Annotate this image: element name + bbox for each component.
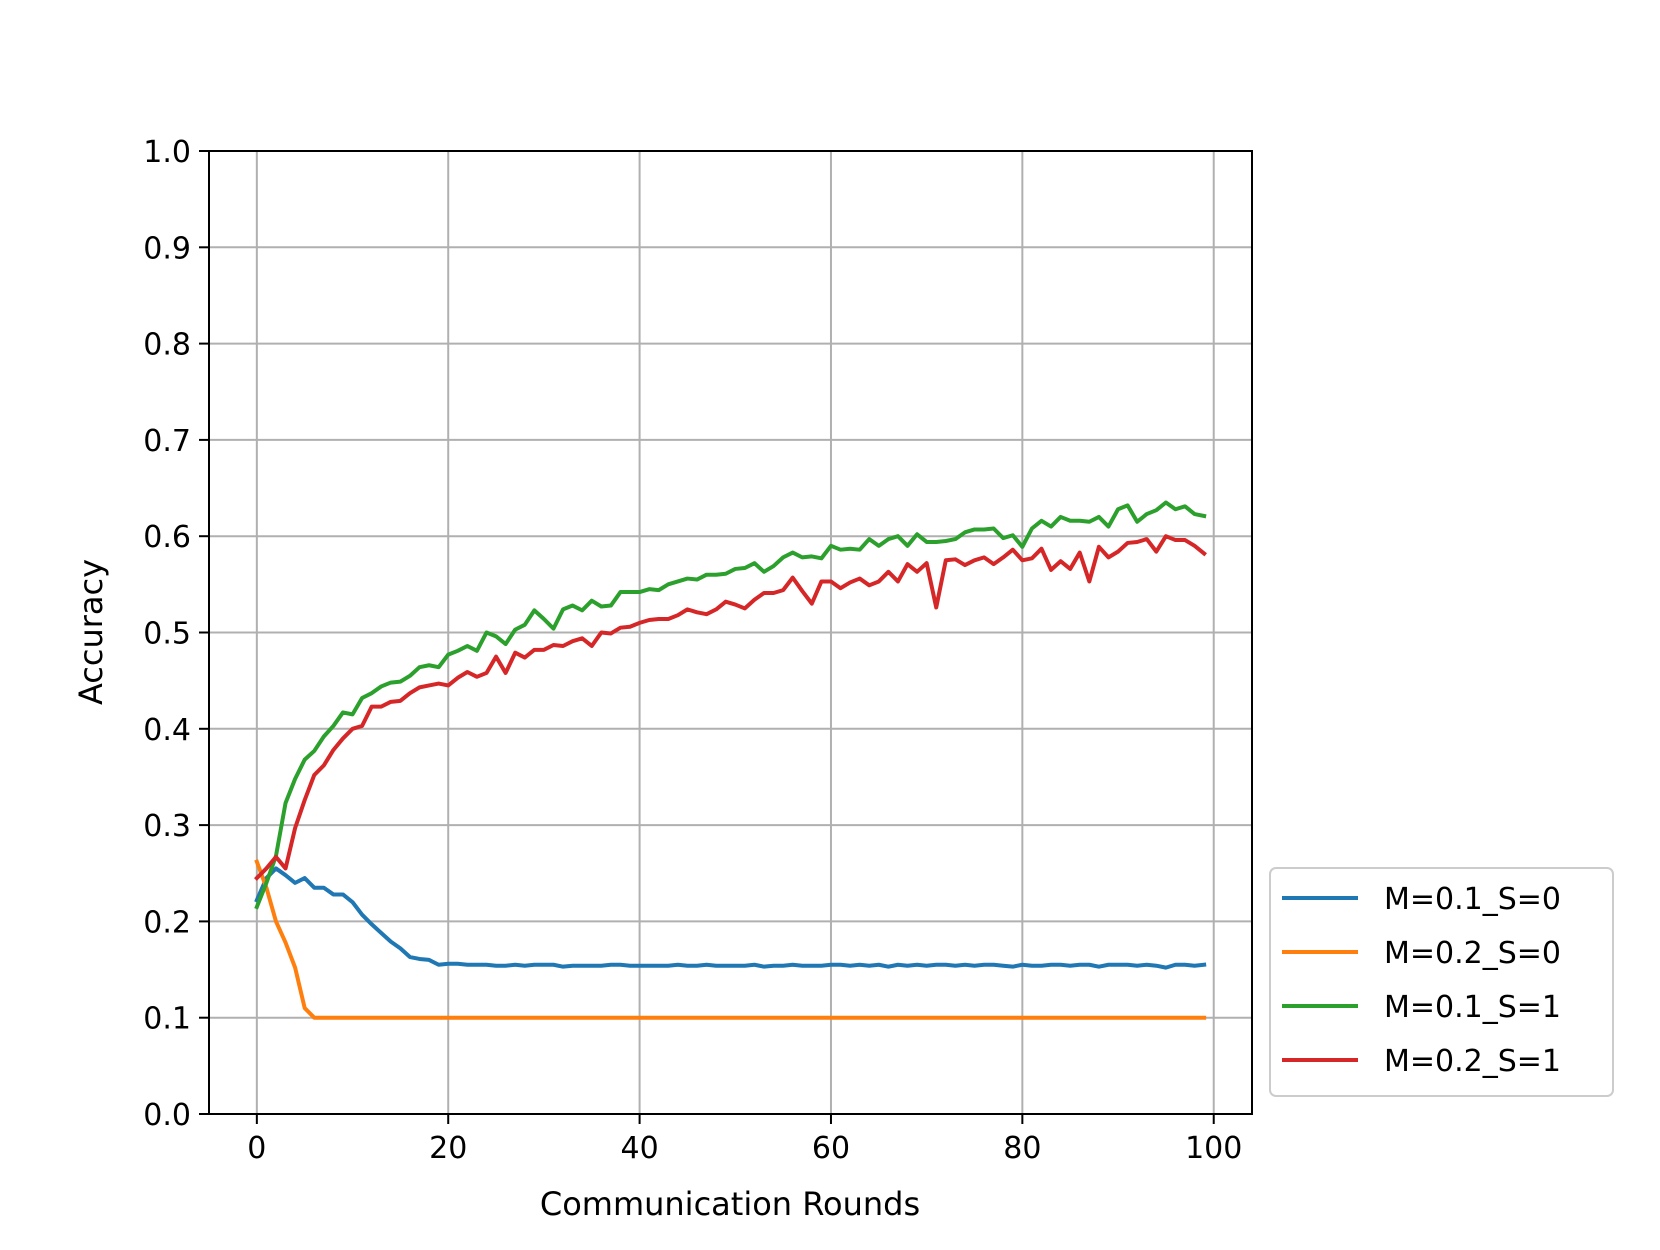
- x-axis-title: Communication Rounds: [540, 1185, 920, 1223]
- series-line-4: [254, 534, 1207, 881]
- y-tick-label: 0.5: [143, 617, 191, 652]
- x-tick-label: 20: [429, 1131, 467, 1166]
- x-tick-label: 100: [1185, 1131, 1242, 1166]
- x-tick-label: 40: [621, 1131, 659, 1166]
- legend-label: M=0.2_S=0: [1384, 936, 1561, 971]
- y-tick-label: 0.9: [143, 231, 191, 266]
- y-tick-label: 0.8: [143, 328, 191, 363]
- x-tick-label: 0: [247, 1131, 266, 1166]
- y-tick-label: 1.0: [143, 135, 191, 170]
- series-line-1: [254, 866, 1207, 970]
- legend-label: M=0.1_S=1: [1384, 990, 1561, 1025]
- legend-label: M=0.1_S=0: [1384, 882, 1561, 917]
- legend: M=0.1_S=0 M=0.2_S=0 M=0.1_S=1 M=0.2_S=1: [1269, 867, 1614, 1097]
- y-tick-label: 0.3: [143, 809, 191, 844]
- x-tick-label: 80: [1003, 1131, 1041, 1166]
- y-tick-label: 0.0: [143, 1098, 191, 1133]
- legend-label: M=0.2_S=1: [1384, 1044, 1561, 1079]
- y-axis-title: Accuracy: [72, 559, 110, 705]
- y-tick-label: 0.4: [143, 713, 191, 748]
- ticks-layer: 0 20 40 60 80 100 0.0 0.1 0.2 0.3 0.4 0.5 0.6 0.7 0.8 0…: [143, 135, 1242, 1166]
- y-tick-label: 0.6: [143, 520, 191, 555]
- series-line-3: [254, 500, 1207, 910]
- series-line-2: [254, 859, 1207, 1020]
- x-tick-label: 60: [812, 1131, 850, 1166]
- y-tick-label: 0.1: [143, 1002, 191, 1037]
- series-layer: [254, 500, 1207, 1020]
- y-tick-label: 0.7: [143, 424, 191, 459]
- y-tick-label: 0.2: [143, 905, 191, 940]
- legend-box: [1269, 867, 1614, 1097]
